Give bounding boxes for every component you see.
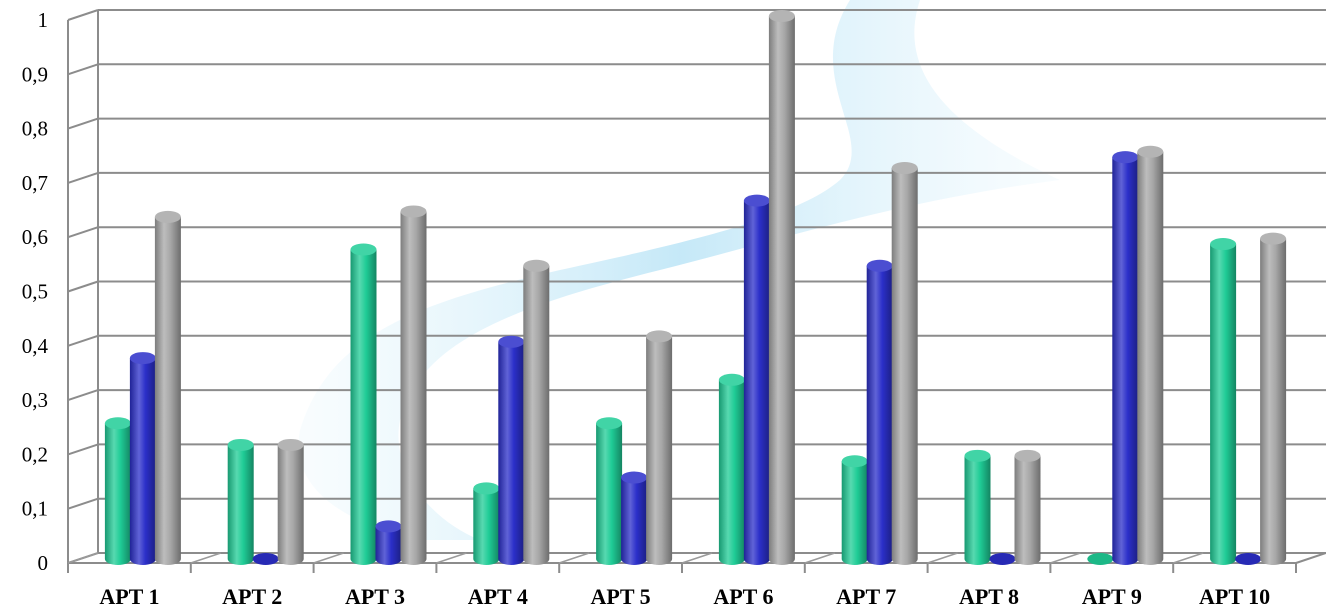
bar [154, 210, 181, 565]
bar [400, 205, 427, 566]
bar [596, 417, 623, 565]
floor-divider [313, 552, 344, 564]
bar [718, 373, 745, 565]
floor-divider [190, 552, 222, 564]
bar [989, 553, 1016, 565]
floor-divider [558, 552, 590, 564]
gridline-depth [67, 171, 99, 184]
floor-divider [67, 552, 99, 564]
gridline-depth [67, 443, 99, 456]
bar [841, 455, 868, 565]
x-axis-categories: APT 1 APT 2 APT 3 APT 4 APT 5 APT 6 APT 7 APT 8… [99, 584, 1270, 609]
gridline-depth [67, 9, 99, 21]
x-category-label: APT 2 [222, 584, 282, 609]
y-tick-label: 0,1 [22, 497, 48, 521]
bar [498, 335, 525, 565]
floor-divider [927, 552, 958, 564]
bar [1210, 238, 1237, 565]
bar [621, 471, 648, 565]
floor-divider [436, 552, 467, 564]
x-category-label: APT 3 [345, 584, 405, 609]
y-tick-label: 0,4 [22, 334, 49, 358]
bar [743, 194, 770, 565]
bar [252, 553, 279, 565]
floor-divider [1172, 552, 1204, 564]
y-tick-label: 0,6 [22, 225, 48, 249]
bar [104, 417, 131, 565]
gridline-depth [67, 334, 99, 347]
bar [1137, 145, 1164, 565]
x-category-label: APT 5 [591, 584, 651, 609]
x-category-label: APT 4 [468, 584, 528, 609]
floor-divider [1050, 552, 1081, 564]
gridline-depth [67, 63, 99, 76]
y-axis-ticks: 0 0,1 0,2 0,3 0,4 0,5 0,6 0,7 0,8 0,9 1 [22, 8, 49, 575]
floor-edge [1295, 552, 1326, 564]
bar [1235, 553, 1262, 565]
chart-bars [104, 10, 1287, 566]
gridline-depth [67, 497, 99, 510]
bar [891, 162, 918, 566]
bar [1112, 151, 1139, 565]
y-tick-label: 0,3 [22, 388, 48, 412]
gridline-depth [67, 117, 99, 130]
bar [375, 520, 402, 565]
bar [866, 259, 893, 565]
x-category-label: APT 6 [713, 584, 773, 609]
background-wave-decoration [298, 0, 1060, 540]
bar [129, 352, 156, 565]
gridline-depth [67, 226, 99, 239]
y-tick-label: 1 [38, 8, 49, 32]
bar [1014, 449, 1041, 565]
bar [227, 438, 254, 565]
y-tick-label: 0 [38, 551, 49, 575]
bar [350, 243, 377, 566]
y-tick-label: 0,8 [22, 117, 48, 141]
bar [964, 449, 991, 565]
x-category-label: APT 8 [959, 584, 1019, 609]
gridline-depth [67, 389, 99, 402]
x-category-label: APT 1 [99, 584, 159, 609]
bar [523, 259, 550, 565]
bar [768, 10, 795, 565]
bar [1260, 232, 1287, 565]
bar [646, 330, 673, 565]
y-tick-label: 0,7 [22, 171, 48, 195]
gridline-depth [67, 280, 99, 293]
floor-divider [681, 552, 713, 564]
bar [473, 482, 500, 565]
bar [277, 438, 304, 565]
x-category-label: APT 9 [1082, 584, 1142, 609]
x-category-label: APT 7 [836, 584, 896, 609]
y-tick-label: 0,5 [22, 280, 48, 304]
floor-divider [804, 552, 836, 564]
y-tick-label: 0,9 [22, 62, 48, 86]
x-category-label: APT 10 [1199, 584, 1270, 609]
bar [1087, 553, 1114, 565]
y-tick-label: 0,2 [22, 442, 48, 466]
